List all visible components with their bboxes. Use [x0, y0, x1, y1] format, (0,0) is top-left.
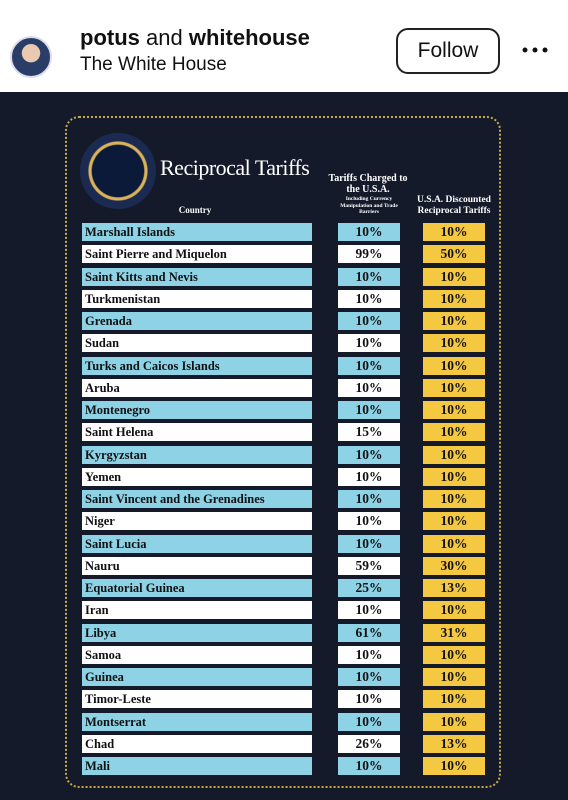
username-part: whitehouse [188, 25, 310, 50]
tariff-charged-cell: 10% [338, 601, 400, 620]
reciprocal-tariff-cell: 10% [423, 512, 485, 531]
reciprocal-tariff-cell: 10% [423, 757, 485, 775]
username-part: potus [80, 25, 140, 50]
country-cell: Saint Lucia [82, 534, 312, 553]
reciprocal-tariff-cell: 10% [423, 668, 485, 686]
tariff-charged-cell: 10% [338, 534, 400, 553]
tariff-charged-cell: 10% [338, 401, 400, 419]
reciprocal-tariff-cell: 10% [423, 445, 485, 464]
avatar[interactable] [10, 36, 52, 78]
country-cell: Saint Helena [82, 423, 312, 442]
tariff-charged-cell: 59% [338, 556, 400, 575]
seal [80, 133, 156, 209]
reciprocal-tariff-cell: 10% [423, 312, 485, 330]
username-joiner: and [146, 25, 183, 50]
reciprocal-tariff-cell: 10% [423, 534, 485, 553]
country-cell: Libya [82, 623, 312, 642]
reciprocal-tariff-cell: 30% [423, 556, 485, 575]
username[interactable]: potus and whitehouse [80, 25, 310, 51]
tariff-charged-cell: 10% [338, 223, 400, 241]
country-cell: Samoa [82, 645, 312, 664]
country-cell: Timor-Leste [82, 690, 312, 709]
country-cell: Iran [82, 601, 312, 620]
reciprocal-tariff-cell: 10% [423, 356, 485, 375]
tariff-charged-cell: 10% [338, 467, 400, 486]
reciprocal-tariff-cell: 10% [423, 690, 485, 709]
country-cell: Saint Kitts and Nevis [82, 267, 312, 286]
tariff-charged-cell: 10% [338, 668, 400, 686]
country-cell: Montenegro [82, 401, 312, 419]
tariff-charged-cell: 99% [338, 245, 400, 264]
tariff-charged-cell: 61% [338, 623, 400, 642]
country-cell: Guinea [82, 668, 312, 686]
country-cell: Mali [82, 757, 312, 775]
column-note: Including Currency Manipulation and Trad… [340, 196, 398, 215]
reciprocal-tariff-cell: 10% [423, 601, 485, 620]
reciprocal-tariff-cell: 10% [423, 289, 485, 308]
reciprocal-tariff-cell: 10% [423, 334, 485, 353]
country-cell: Saint Pierre and Miquelon [82, 245, 312, 264]
tariff-charged-cell: 26% [338, 734, 400, 753]
reciprocal-tariff-cell: 10% [423, 223, 485, 241]
more-button[interactable] [521, 44, 549, 56]
tariff-charged-cell: 10% [338, 267, 400, 286]
column-header: U.S.A. Discounted Reciprocal Tariffs [417, 195, 491, 216]
column-header: Tariffs Charged to the U.S.A. [328, 173, 408, 195]
country-cell: Yemen [82, 467, 312, 486]
country-cell: Grenada [82, 312, 312, 330]
reciprocal-tariff-cell: 13% [423, 734, 485, 753]
reciprocal-tariff-cell: 10% [423, 467, 485, 486]
country-cell: Montserrat [82, 712, 312, 731]
reciprocal-tariff-cell: 10% [423, 423, 485, 442]
tariff-charged-cell: 25% [338, 579, 400, 597]
reciprocal-tariff-cell: 10% [423, 645, 485, 664]
reciprocal-tariff-cell: 50% [423, 245, 485, 264]
country-cell: Turkmenistan [82, 289, 312, 308]
tariff-charged-cell: 15% [338, 423, 400, 442]
tariff-charged-cell: 10% [338, 712, 400, 731]
follow-button[interactable]: Follow [396, 28, 500, 74]
reciprocal-tariff-cell: 10% [423, 490, 485, 508]
country-cell: Nauru [82, 556, 312, 575]
subtitle: The White House [80, 54, 227, 75]
tariff-charged-cell: 10% [338, 312, 400, 330]
reciprocal-tariff-cell: 10% [423, 401, 485, 419]
tariff-charged-cell: 10% [338, 445, 400, 464]
tariff-charged-cell: 10% [338, 645, 400, 664]
frame-border [65, 116, 501, 788]
tariff-charged-cell: 10% [338, 356, 400, 375]
tariff-charged-cell: 10% [338, 490, 400, 508]
tariff-charged-cell: 10% [338, 334, 400, 353]
country-cell: Turks and Caicos Islands [82, 356, 312, 375]
column-header: Country [178, 205, 212, 215]
reciprocal-tariff-cell: 13% [423, 579, 485, 597]
tariff-charged-cell: 10% [338, 289, 400, 308]
tariff-charged-cell: 10% [338, 378, 400, 397]
country-cell: Equatorial Guinea [82, 579, 312, 597]
country-cell: Chad [82, 734, 312, 753]
tariff-charged-cell: 10% [338, 757, 400, 775]
country-cell: Niger [82, 512, 312, 531]
reciprocal-tariff-cell: 31% [423, 623, 485, 642]
reciprocal-tariff-cell: 10% [423, 267, 485, 286]
country-cell: Aruba [82, 378, 312, 397]
reciprocal-tariff-cell: 10% [423, 712, 485, 731]
country-cell: Sudan [82, 334, 312, 353]
country-cell: Marshall Islands [82, 223, 312, 241]
table-title: Reciprocal Tariffs [160, 155, 310, 180]
tariff-charged-cell: 10% [338, 512, 400, 531]
country-cell: Saint Vincent and the Grenadines [82, 490, 312, 508]
reciprocal-tariff-cell: 10% [423, 378, 485, 397]
country-cell: Kyrgyzstan [82, 445, 312, 464]
tariff-charged-cell: 10% [338, 690, 400, 709]
